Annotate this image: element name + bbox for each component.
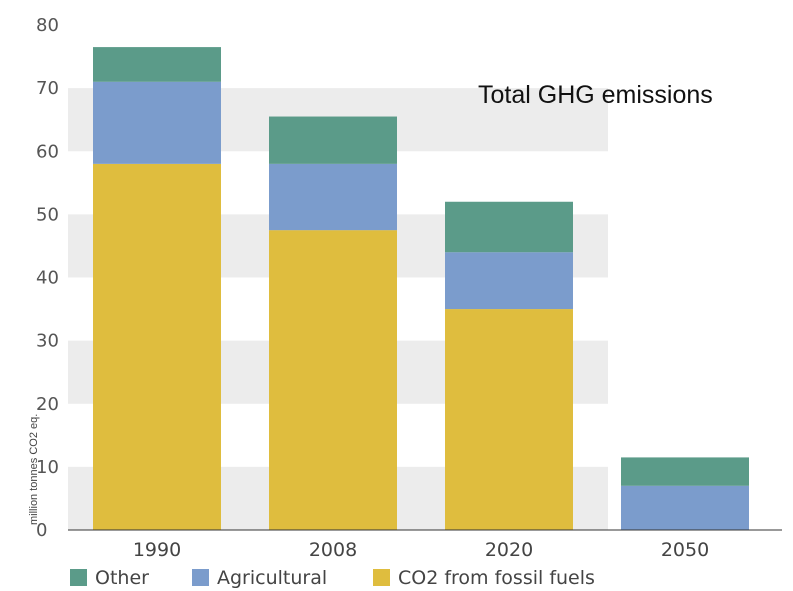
y-tick-label: 20 bbox=[36, 394, 59, 415]
bar-segment-co2-from-fossil-fuels-2008 bbox=[269, 230, 397, 530]
x-tick-label: 2008 bbox=[309, 539, 357, 561]
y-tick-label: 0 bbox=[36, 520, 47, 541]
x-axis-ticks: 1990 2008 2020 2050 bbox=[133, 539, 709, 561]
bar-segment-agricultural-1990 bbox=[93, 81, 221, 164]
x-tick-label: 1990 bbox=[133, 539, 181, 561]
y-tick-label: 10 bbox=[36, 457, 59, 478]
y-tick-label: 80 bbox=[36, 15, 59, 36]
legend-swatch bbox=[70, 569, 87, 586]
legend-swatch bbox=[192, 569, 209, 586]
legend-swatch bbox=[373, 569, 390, 586]
y-tick-label: 30 bbox=[36, 331, 59, 352]
bar-segment-agricultural-2050 bbox=[621, 485, 749, 530]
bar-segment-co2-from-fossil-fuels-1990 bbox=[93, 163, 221, 530]
bar-segment-other-2008 bbox=[269, 116, 397, 164]
y-tick-label: 40 bbox=[36, 268, 59, 289]
y-tick-label: 70 bbox=[36, 78, 59, 99]
y-axis-ticks: 0 10 20 30 40 50 60 70 80 bbox=[36, 15, 59, 541]
bar-segment-agricultural-2008 bbox=[269, 163, 397, 231]
bars bbox=[93, 47, 749, 530]
bar-segment-other-2050 bbox=[621, 457, 749, 486]
legend-label: CO2 from fossil fuels bbox=[398, 567, 595, 589]
bar-segment-other-1990 bbox=[93, 47, 221, 82]
legend: Other Agricultural CO2 from fossil fuels bbox=[70, 567, 595, 589]
x-tick-label: 2020 bbox=[485, 539, 533, 561]
y-tick-label: 60 bbox=[36, 141, 59, 162]
bar-segment-co2-from-fossil-fuels-2020 bbox=[445, 309, 573, 530]
y-tick-label: 50 bbox=[36, 204, 59, 225]
bar-segment-agricultural-2020 bbox=[445, 252, 573, 310]
legend-label: Agricultural bbox=[217, 567, 327, 589]
bar-segment-other-2020 bbox=[445, 201, 573, 253]
y-axis-label: million tonnes CO2 eq. bbox=[28, 414, 40, 525]
x-tick-label: 2050 bbox=[661, 539, 709, 561]
chart-title: Total GHG emissions bbox=[478, 81, 713, 109]
legend-label: Other bbox=[95, 567, 149, 589]
